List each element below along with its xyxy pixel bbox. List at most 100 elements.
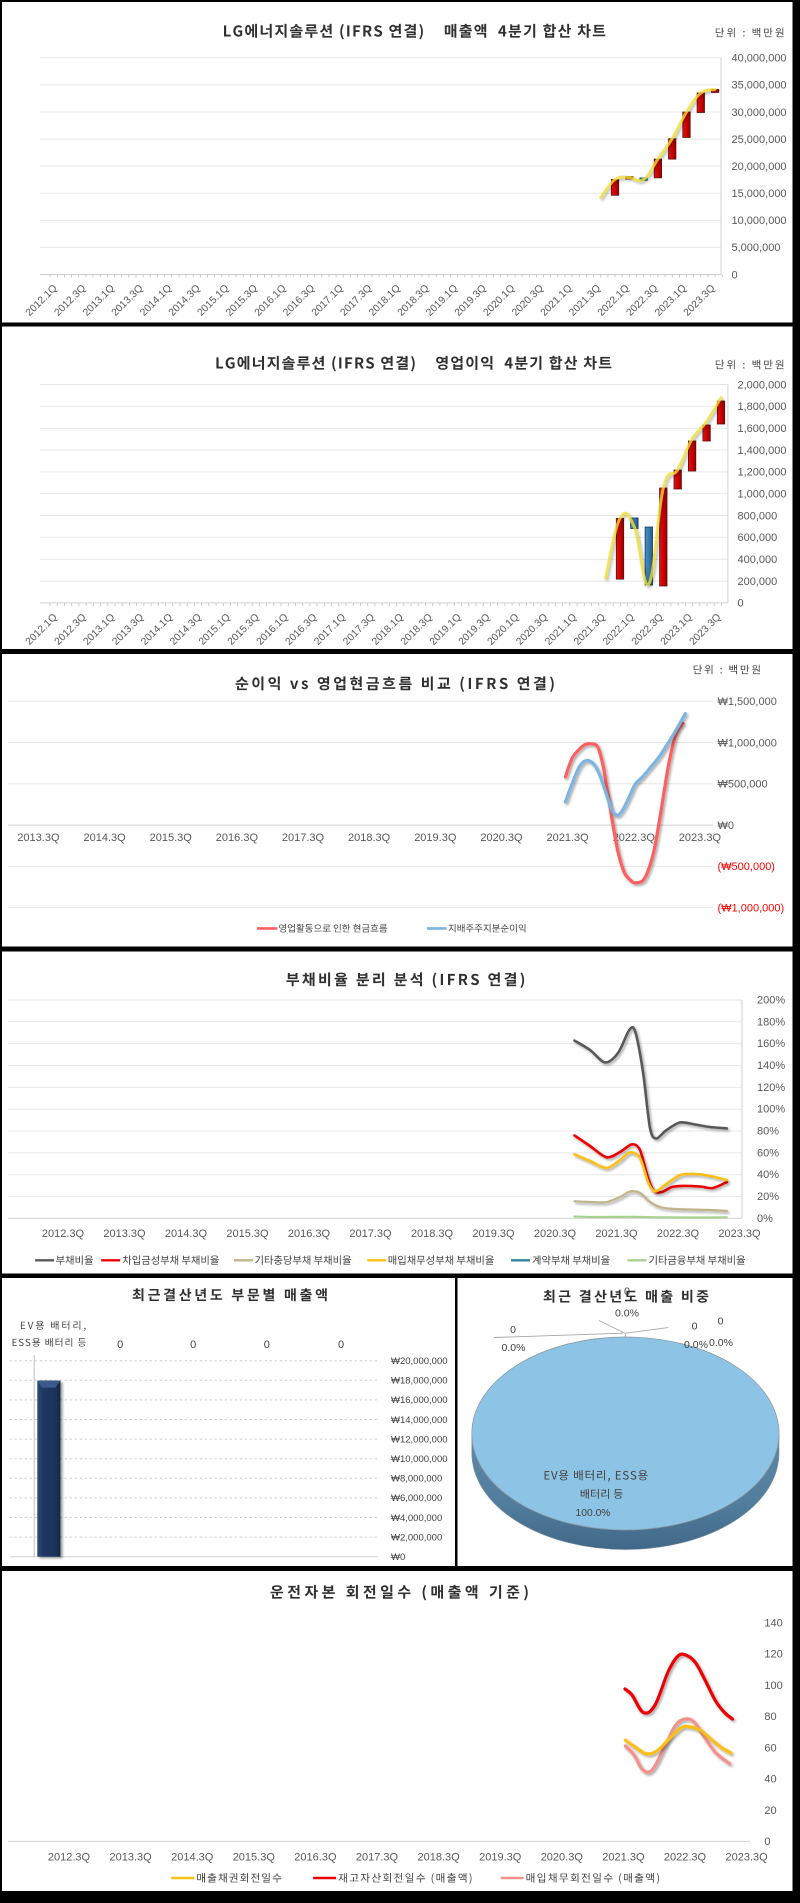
svg-text:2017.3Q: 2017.3Q bbox=[356, 1852, 399, 1864]
svg-text:2020.3Q: 2020.3Q bbox=[480, 832, 523, 844]
svg-text:₩12,000,000: ₩12,000,000 bbox=[391, 1434, 448, 1445]
svg-text:0.0%: 0.0% bbox=[502, 1342, 526, 1354]
svg-text:1,600,000: 1,600,000 bbox=[738, 423, 787, 435]
svg-text:0.0%: 0.0% bbox=[684, 1339, 708, 1351]
svg-text:2016.3Q: 2016.3Q bbox=[288, 1228, 331, 1240]
svg-text:2019.3Q: 2019.3Q bbox=[479, 1852, 522, 1864]
svg-text:1,800,000: 1,800,000 bbox=[738, 401, 787, 413]
svg-text:200%: 200% bbox=[757, 995, 785, 1007]
svg-text:2013.3Q: 2013.3Q bbox=[109, 1852, 152, 1864]
svg-text:₩6,000,000: ₩6,000,000 bbox=[391, 1493, 442, 1504]
svg-text:2019.3Q: 2019.3Q bbox=[472, 1228, 515, 1240]
svg-text:₩2,000,000: ₩2,000,000 bbox=[391, 1532, 442, 1543]
svg-text:2022.3Q: 2022.3Q bbox=[664, 1852, 707, 1864]
svg-text:2021.3Q: 2021.3Q bbox=[546, 832, 589, 844]
svg-text:2015.3Q: 2015.3Q bbox=[233, 1852, 276, 1864]
svg-text:80%: 80% bbox=[757, 1126, 779, 1138]
svg-text:5,000,000: 5,000,000 bbox=[732, 242, 781, 254]
svg-text:0: 0 bbox=[738, 598, 744, 610]
svg-text:25,000,000: 25,000,000 bbox=[732, 134, 787, 146]
svg-text:80: 80 bbox=[764, 1711, 776, 1723]
svg-text:140: 140 bbox=[764, 1617, 782, 1629]
svg-text:2013.3Q: 2013.3Q bbox=[103, 1228, 146, 1240]
svg-text:2014.3Q: 2014.3Q bbox=[165, 1228, 208, 1240]
svg-text:60: 60 bbox=[764, 1742, 776, 1754]
svg-text:₩4,000,000: ₩4,000,000 bbox=[391, 1513, 442, 1524]
svg-text:₩14,000,000: ₩14,000,000 bbox=[391, 1415, 448, 1426]
svg-text:2012.3Q: 2012.3Q bbox=[42, 1228, 85, 1240]
svg-text:2018.3Q: 2018.3Q bbox=[348, 832, 391, 844]
svg-text:2021.3Q: 2021.3Q bbox=[602, 1852, 645, 1864]
svg-text:2018.3Q: 2018.3Q bbox=[417, 1852, 460, 1864]
svg-text:20: 20 bbox=[764, 1805, 776, 1817]
svg-text:160%: 160% bbox=[757, 1038, 785, 1050]
svg-text:₩20,000,000: ₩20,000,000 bbox=[391, 1356, 448, 1367]
svg-text:₩18,000,000: ₩18,000,000 bbox=[391, 1376, 448, 1387]
svg-text:2022.3Q: 2022.3Q bbox=[657, 1228, 700, 1240]
svg-text:100.0%: 100.0% bbox=[576, 1508, 611, 1519]
svg-text:0: 0 bbox=[338, 1339, 344, 1351]
svg-text:2019.3Q: 2019.3Q bbox=[414, 832, 457, 844]
svg-text:2022.3Q: 2022.3Q bbox=[613, 832, 656, 844]
svg-text:0: 0 bbox=[117, 1339, 123, 1351]
svg-text:40,000,000: 40,000,000 bbox=[732, 53, 787, 65]
svg-text:0: 0 bbox=[190, 1339, 196, 1351]
svg-text:15,000,000: 15,000,000 bbox=[732, 188, 787, 200]
svg-text:1,400,000: 1,400,000 bbox=[738, 445, 787, 457]
svg-text:40%: 40% bbox=[757, 1169, 779, 1181]
svg-text:2016.3Q: 2016.3Q bbox=[294, 1852, 337, 1864]
svg-text:2018.3Q: 2018.3Q bbox=[411, 1228, 454, 1240]
svg-text:0: 0 bbox=[692, 1321, 698, 1333]
svg-text:180%: 180% bbox=[757, 1016, 785, 1028]
svg-text:30,000,000: 30,000,000 bbox=[732, 107, 787, 119]
svg-text:400,000: 400,000 bbox=[738, 554, 778, 566]
svg-text:2,000,000: 2,000,000 bbox=[738, 379, 787, 391]
svg-text:600,000: 600,000 bbox=[738, 532, 778, 544]
svg-text:800,000: 800,000 bbox=[738, 510, 778, 522]
svg-text:0%: 0% bbox=[757, 1213, 773, 1225]
svg-text:2015.3Q: 2015.3Q bbox=[150, 832, 193, 844]
svg-text:₩0: ₩0 bbox=[391, 1552, 405, 1563]
svg-text:2015.3Q: 2015.3Q bbox=[226, 1228, 269, 1240]
svg-text:₩16,000,000: ₩16,000,000 bbox=[391, 1395, 448, 1406]
svg-text:2016.3Q: 2016.3Q bbox=[216, 832, 259, 844]
svg-text:0: 0 bbox=[718, 1316, 724, 1328]
svg-text:₩8,000,000: ₩8,000,000 bbox=[391, 1474, 442, 1485]
svg-text:120%: 120% bbox=[757, 1082, 785, 1094]
svg-text:(₩1,000,000): (₩1,000,000) bbox=[718, 903, 785, 915]
svg-text:₩1,000,000: ₩1,000,000 bbox=[718, 737, 777, 749]
svg-text:60%: 60% bbox=[757, 1147, 779, 1159]
svg-text:2021.3Q: 2021.3Q bbox=[595, 1228, 638, 1240]
svg-text:0: 0 bbox=[264, 1339, 270, 1351]
svg-text:20%: 20% bbox=[757, 1191, 779, 1203]
svg-text:40: 40 bbox=[764, 1774, 776, 1786]
svg-text:200,000: 200,000 bbox=[738, 576, 778, 588]
svg-text:₩1,500,000: ₩1,500,000 bbox=[718, 696, 777, 708]
svg-text:2014.3Q: 2014.3Q bbox=[83, 832, 126, 844]
svg-text:100: 100 bbox=[764, 1680, 782, 1692]
svg-text:₩500,000: ₩500,000 bbox=[718, 779, 768, 791]
svg-text:120: 120 bbox=[764, 1649, 782, 1661]
svg-text:2023.3Q: 2023.3Q bbox=[725, 1852, 768, 1864]
svg-text:1,000,000: 1,000,000 bbox=[738, 489, 787, 501]
svg-text:10,000,000: 10,000,000 bbox=[732, 215, 787, 227]
svg-text:2014.3Q: 2014.3Q bbox=[171, 1852, 214, 1864]
svg-text:2013.3Q: 2013.3Q bbox=[17, 832, 60, 844]
svg-text:1,200,000: 1,200,000 bbox=[738, 467, 787, 479]
svg-text:2017.3Q: 2017.3Q bbox=[282, 832, 325, 844]
svg-text:2012.3Q: 2012.3Q bbox=[48, 1852, 91, 1864]
svg-text:0: 0 bbox=[732, 269, 738, 281]
svg-text:2023.3Q: 2023.3Q bbox=[718, 1228, 761, 1240]
svg-text:20,000,000: 20,000,000 bbox=[732, 161, 787, 173]
svg-text:0.0%: 0.0% bbox=[615, 1308, 639, 1320]
svg-text:35,000,000: 35,000,000 bbox=[732, 80, 787, 92]
svg-text:₩0: ₩0 bbox=[718, 820, 735, 832]
svg-text:2020.3Q: 2020.3Q bbox=[541, 1852, 584, 1864]
svg-text:0.0%: 0.0% bbox=[709, 1337, 733, 1349]
svg-text:0: 0 bbox=[510, 1324, 516, 1336]
svg-text:2023.3Q: 2023.3Q bbox=[679, 832, 722, 844]
svg-text:2020.3Q: 2020.3Q bbox=[534, 1228, 577, 1240]
svg-text:₩10,000,000: ₩10,000,000 bbox=[391, 1454, 448, 1465]
svg-text:0: 0 bbox=[764, 1836, 770, 1848]
svg-text:140%: 140% bbox=[757, 1060, 785, 1072]
